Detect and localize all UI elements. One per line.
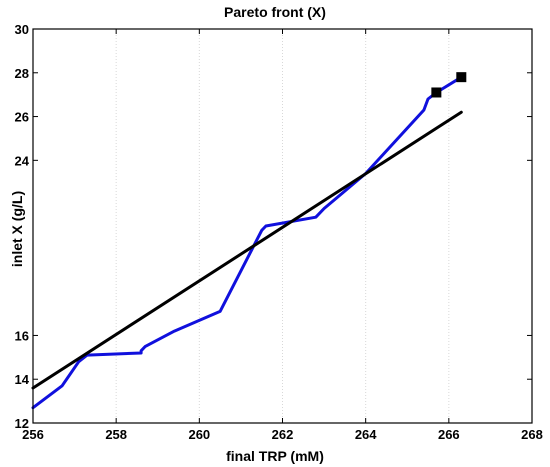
y-tick-label: 12 — [15, 416, 29, 431]
y-tick-label: 14 — [15, 372, 30, 387]
x-tick-label: 258 — [105, 427, 127, 442]
x-axis-label: final TRP (mM) — [226, 448, 324, 464]
x-tick-label: 266 — [438, 427, 460, 442]
y-tick-label: 16 — [15, 328, 29, 343]
y-tick-label: 30 — [15, 22, 29, 37]
ticks: 256 258 260 262 264 266 268 12 14 16 24 26 28 30 — [15, 22, 543, 442]
x-tick-label: 268 — [521, 427, 543, 442]
y-tick-label: 26 — [15, 110, 29, 125]
y-axis-label: inlet X (g/L) — [9, 191, 25, 267]
square-marker — [456, 72, 467, 83]
x-tick-label: 260 — [188, 427, 210, 442]
pareto-front-line — [31, 75, 463, 410]
series-group — [31, 72, 467, 410]
x-tick-label: 256 — [22, 427, 44, 442]
x-tick-label: 262 — [272, 427, 294, 442]
y-tick-label: 24 — [15, 153, 30, 168]
y-tick-label: 28 — [15, 66, 29, 81]
fit-line — [31, 110, 463, 390]
x-tick-label: 264 — [355, 427, 377, 442]
square-marker — [431, 87, 442, 98]
chart-title: Pareto front (X) — [224, 4, 326, 20]
